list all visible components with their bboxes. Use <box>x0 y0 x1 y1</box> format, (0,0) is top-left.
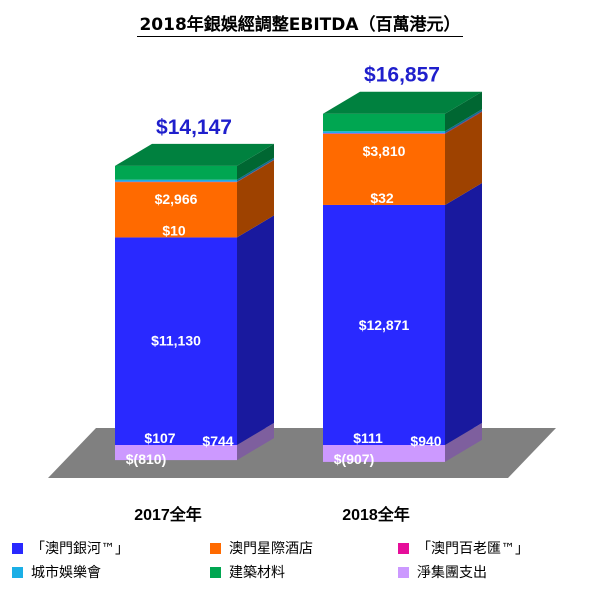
bar-segment-side <box>237 423 274 461</box>
bar-segment-side <box>237 159 274 183</box>
legend-item: 建築材料 <box>210 562 285 582</box>
data-label: $107 <box>144 430 175 446</box>
legend-item: 「澳門百老匯™」 <box>398 538 529 558</box>
data-label: $12,871 <box>359 317 410 333</box>
bar-segment <box>323 204 445 445</box>
bar-segment <box>323 113 445 132</box>
bar-segment-side <box>445 111 482 134</box>
data-label: $11,130 <box>151 332 201 348</box>
bar-segment-side <box>237 143 274 180</box>
chart-title: 2018年銀娛經調整EBITDA（百萬港元） <box>137 15 463 37</box>
legend-item: 「澳門銀河™」 <box>12 538 129 558</box>
data-label: $111 <box>353 430 383 446</box>
data-label: $744 <box>202 433 233 449</box>
data-label: $3,810 <box>363 143 406 159</box>
legend-label: 「澳門百老匯™」 <box>417 541 529 557</box>
bar-segment <box>115 165 237 180</box>
legend-item: 澳門星際酒店 <box>210 538 313 558</box>
legend-swatch <box>398 542 409 554</box>
bar-segment-side <box>445 423 482 462</box>
legend-label: 澳門星際酒店 <box>229 541 313 557</box>
legend-item: 淨集團支出 <box>398 562 487 582</box>
data-label: $32 <box>370 190 394 206</box>
legend-label: 建築材料 <box>229 565 285 581</box>
bar-segment-side <box>445 182 482 445</box>
total-label: $14,147 <box>156 116 232 139</box>
legend-swatch <box>398 566 409 578</box>
bar-segment <box>323 133 445 134</box>
bar-segment <box>115 182 237 238</box>
bar-segment-side <box>445 111 482 205</box>
bar-segment-side <box>237 157 274 182</box>
data-label: $940 <box>410 433 441 449</box>
legend-label: 城市娛樂會 <box>31 565 101 581</box>
data-label: $(810) <box>126 451 166 467</box>
bar-segment <box>115 237 237 445</box>
bar-segment-side <box>445 91 482 132</box>
bar-segment <box>323 131 445 134</box>
bar-segment <box>115 445 237 461</box>
category-label: 2018全年 <box>342 505 410 524</box>
bar-segment-side <box>445 109 482 134</box>
bar-segment-side <box>237 160 274 238</box>
bar-segment <box>323 133 445 205</box>
stacked-bar-chart: 2017全年 2018全年 $14,147 $11,130 $2,966 $10 $107 $… <box>48 64 556 524</box>
legend-swatch <box>12 566 23 578</box>
legend: 「澳門銀河™」 澳門星際酒店 「澳門百老匯™」城市娛樂會 建築材料 淨集團支出 <box>0 538 600 598</box>
data-label: $(907) <box>334 451 374 467</box>
bar-top-face <box>115 143 274 166</box>
bar-segment <box>115 179 237 182</box>
legend-swatch <box>210 542 221 554</box>
data-label: $10 <box>162 222 186 238</box>
bar-segment-side <box>237 215 274 445</box>
bar-segment <box>323 445 445 462</box>
legend-swatch <box>12 542 23 554</box>
legend-item: 城市娛樂會 <box>12 562 101 582</box>
legend-swatch <box>210 566 221 578</box>
data-label: $2,966 <box>155 191 198 207</box>
category-label: 2017全年 <box>134 505 202 524</box>
legend-label: 「澳門銀河™」 <box>31 541 129 557</box>
total-label: $16,857 <box>364 64 440 87</box>
bar-top-face <box>323 91 482 114</box>
legend-label: 淨集團支出 <box>417 565 487 581</box>
